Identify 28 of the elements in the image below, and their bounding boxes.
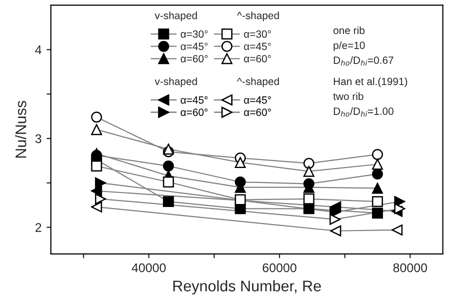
annotation: two rib [333, 92, 364, 100]
annotation: ^-shaped [237, 12, 279, 22]
annotation: D$_{ho}$/D$_{hi}$=0.67 [334, 56, 394, 66]
legend-label: α=45° [244, 96, 271, 104]
y-tick-label: 2 [36, 223, 42, 232]
y-tick-label: 4 [35, 46, 42, 54]
x-tick-label: 80000 [393, 263, 428, 272]
y-tick-label: 3 [35, 134, 42, 144]
legend-label: α=30° [180, 30, 208, 38]
annotation: one rib [333, 26, 364, 34]
x-axis-title: Reynolds Number, Re [173, 280, 321, 294]
annotation: Han et al.(1991) [334, 77, 408, 88]
annotation: v-shaped [154, 77, 197, 88]
legend-label: α=60° [180, 108, 208, 116]
legend-label: α=45° [244, 42, 271, 50]
annotation: ^-shaped [237, 77, 279, 88]
annotation: v-shaped [154, 12, 197, 22]
legend-label: α=60° [244, 108, 271, 116]
x-tick-label: 40000 [132, 263, 166, 272]
annotation: p/e=10 [334, 41, 365, 52]
legend-label: α=60° [180, 55, 208, 62]
legend-label: α=45° [180, 42, 208, 50]
y-axis-title: Nu/Nuss [15, 100, 26, 158]
legend-label: α=60° [244, 55, 271, 62]
legend-label: α=30° [244, 30, 271, 38]
legend-label: α=45° [180, 96, 208, 104]
x-tick-label: 60000 [262, 263, 296, 272]
annotation: D$_{ho}$/D$_{hi}$=1.00 [334, 107, 394, 117]
